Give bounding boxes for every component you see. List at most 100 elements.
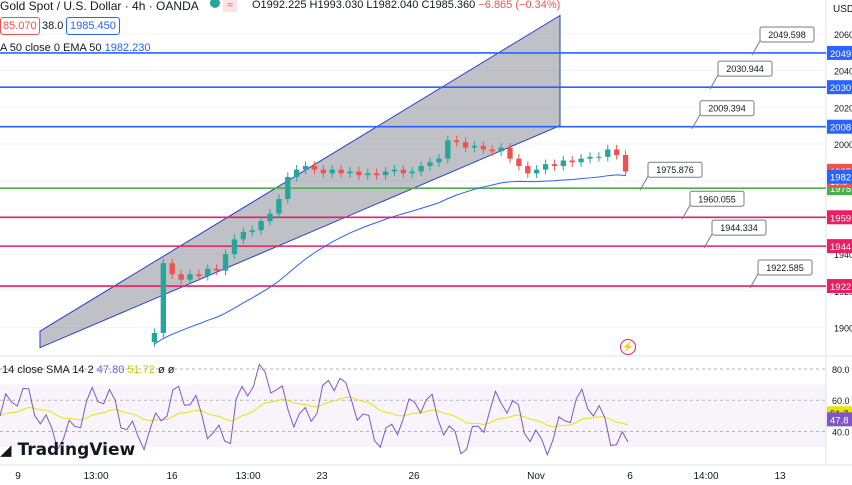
candle-body — [178, 274, 184, 280]
level-callout-box — [711, 219, 767, 236]
level-callout-label: 1922.585 — [766, 263, 804, 273]
level-price-badge-label: 1944 — [830, 242, 851, 253]
level-callout-label: 1944.334 — [720, 223, 758, 233]
rsi-sma-line — [0, 396, 629, 428]
tradingview-logo: ◢ TradingView — [0, 440, 136, 460]
candle-body — [498, 147, 504, 152]
candle-body — [320, 169, 326, 174]
level-callout-box — [699, 100, 755, 117]
level-callout-pointer — [709, 74, 719, 90]
ema-legend: A 50 close 0 EMA 50 1982.230 — [0, 42, 151, 54]
alert-icon[interactable]: ≈ — [210, 0, 238, 12]
candle-body — [391, 169, 398, 172]
level-callout-label: 2009.394 — [708, 104, 746, 114]
candle-body — [622, 154, 629, 172]
candle-body — [454, 140, 460, 143]
ohlc-values: O1992.225 H1993.030 L1982.040 C1985.360 … — [252, 0, 561, 11]
candle-body — [187, 274, 193, 280]
candle-body — [427, 162, 433, 166]
current-price-badge-label: 1982 — [830, 173, 851, 184]
level-price-badge — [827, 80, 852, 95]
level-callout-label: 1960.055 — [698, 194, 736, 204]
spread-value: 38.0 — [42, 20, 64, 32]
level-callout-pointer — [749, 273, 759, 289]
candle-body — [302, 165, 309, 170]
sell-price-button[interactable]: 85.070 — [0, 17, 40, 35]
candle-body — [249, 230, 255, 233]
level-price-badge — [827, 210, 852, 225]
time-tick-label: 6 — [627, 471, 633, 482]
candle-body — [587, 156, 593, 159]
level-callout-label: 1975.876 — [656, 165, 694, 175]
candle-body — [445, 140, 451, 159]
time-tick-label: 9 — [15, 471, 21, 482]
level-callout-box — [689, 190, 745, 207]
level-price-badge-label: 1975 — [830, 184, 851, 195]
candle-body — [160, 263, 166, 333]
candle-body — [436, 158, 442, 163]
candle-body — [356, 171, 362, 176]
candle-body — [231, 239, 238, 255]
level-price-badge-label: 1922 — [830, 282, 851, 293]
time-tick-label: 13:00 — [235, 471, 260, 482]
rsi-tick-label: 80.0 — [832, 365, 850, 375]
candle-body — [214, 268, 220, 271]
time-tick-label: 23 — [316, 471, 328, 482]
candle-body — [614, 149, 620, 155]
price-tick-label: 2020 — [834, 103, 852, 113]
price-tick-label: 1940 — [834, 250, 852, 260]
candle-body — [560, 160, 566, 166]
candle-body — [516, 158, 522, 166]
candle-body — [169, 263, 175, 275]
candle-body — [462, 142, 469, 148]
candle-body — [542, 164, 549, 170]
candle-body — [480, 145, 486, 150]
price-tick-label: 2060 — [834, 30, 852, 40]
level-callout-pointer — [703, 233, 713, 249]
candle-body — [605, 149, 611, 157]
candle-body — [365, 173, 371, 176]
candle-body — [196, 274, 202, 277]
level-callout-pointer — [639, 175, 649, 191]
candle-body — [240, 232, 246, 240]
level-price-badge — [827, 119, 852, 134]
candle-body — [276, 199, 282, 214]
candle-body — [551, 164, 558, 166]
rsi-tick-label: 40.0 — [832, 428, 850, 438]
buy-price-button[interactable]: 1985.450 — [66, 17, 120, 35]
candle-body — [578, 158, 584, 163]
level-callout-pointer — [681, 205, 691, 220]
candle-body — [507, 147, 513, 159]
level-price-badge — [827, 279, 852, 294]
time-tick-label: 26 — [408, 471, 420, 482]
rsi-value-badge-label: 47.8 — [830, 415, 849, 426]
candle-body — [374, 173, 380, 176]
candle-body — [267, 213, 273, 222]
level-callout-pointer — [691, 114, 701, 129]
candle-body — [222, 254, 229, 271]
level-callout-box — [647, 161, 703, 178]
time-tick-label: 14:00 — [693, 471, 718, 482]
channel-area — [39, 14, 561, 349]
candle-body — [400, 169, 406, 174]
rsi-line — [0, 363, 629, 457]
candle-body — [382, 171, 389, 176]
candle-body — [471, 145, 478, 148]
price-tick-label: 2000 — [834, 140, 852, 150]
candle-body — [258, 221, 264, 231]
candle-body — [525, 165, 531, 174]
time-tick-label: Nov — [527, 471, 545, 482]
candle-body — [338, 169, 344, 174]
candle-body — [205, 268, 211, 277]
candle-body — [596, 156, 602, 158]
level-price-badge-label: 2008 — [830, 123, 851, 134]
candle-body — [285, 176, 291, 200]
ema-line — [154, 174, 626, 345]
level-callout-box — [759, 26, 815, 43]
lightning-icon[interactable]: ⚡ — [620, 339, 636, 355]
level-price-badge — [827, 45, 852, 60]
symbol-title: Gold Spot / U.S. Dollar · 4h · OANDA — [0, 0, 199, 13]
level-price-badge-label: 2049 — [830, 49, 851, 60]
current-price-badge — [827, 169, 852, 184]
